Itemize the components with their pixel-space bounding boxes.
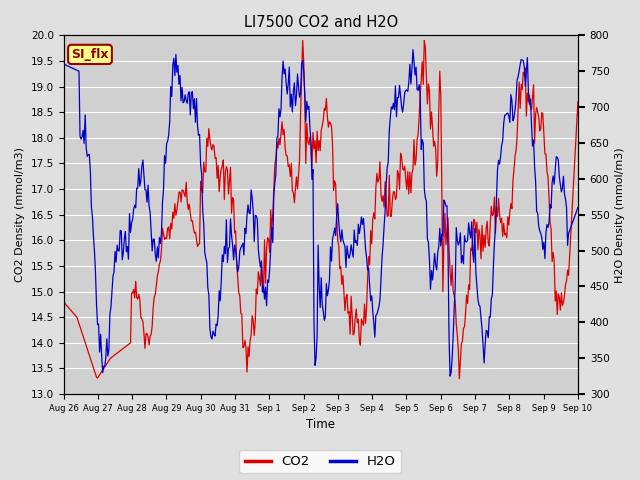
Legend: CO2, H2O: CO2, H2O bbox=[239, 450, 401, 473]
Y-axis label: CO2 Density (mmol/m3): CO2 Density (mmol/m3) bbox=[15, 147, 25, 282]
X-axis label: Time: Time bbox=[306, 419, 335, 432]
Text: SI_flx: SI_flx bbox=[71, 48, 109, 61]
Title: LI7500 CO2 and H2O: LI7500 CO2 and H2O bbox=[244, 15, 398, 30]
Y-axis label: H2O Density (mmol/m3): H2O Density (mmol/m3) bbox=[615, 147, 625, 283]
